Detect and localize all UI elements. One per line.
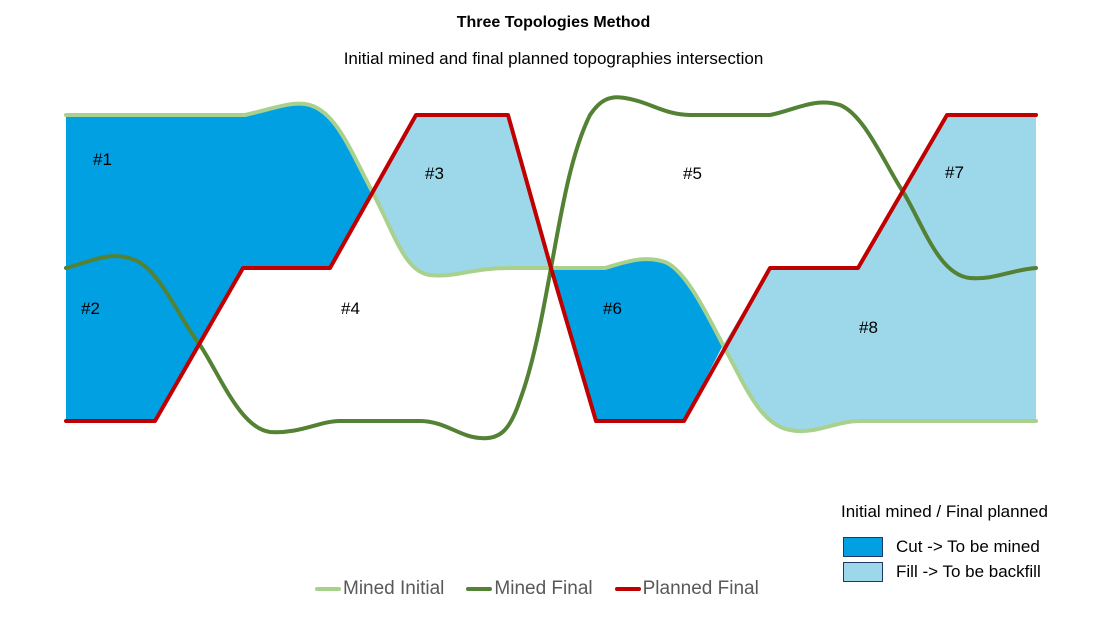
mined-initial-line — [64, 101, 1038, 434]
region-label-5: #5 — [683, 164, 702, 183]
legend-item-mined-final: Mined Final — [466, 578, 593, 600]
legend-item-planned-final: Planned Final — [614, 578, 759, 600]
key-row-fill: Fill -> To be backfill — [843, 562, 1041, 582]
diagram-title: Three Topologies Method — [456, 14, 651, 31]
fill-area-7-8 — [723, 115, 1036, 432]
planned-final-swatch — [614, 587, 641, 591]
region-label-3: #3 — [425, 164, 444, 183]
mined-initial-swatch — [315, 587, 341, 591]
legend-label-mined-initial: Mined Initial — [343, 578, 445, 599]
cut-area-middle — [551, 259, 723, 421]
legend-label-planned-final: Planned Final — [642, 578, 759, 599]
cut-swatch — [843, 537, 883, 557]
planned-final-line — [64, 113, 1038, 423]
cut-area-left — [66, 103, 373, 422]
fill-area-3 — [373, 115, 551, 276]
diagram-subtitle: Initial mined and final planned topograp… — [343, 49, 764, 68]
key-label-fill: Fill -> To be backfill — [896, 562, 1041, 581]
line-legend: Mined Initial Mined Final Planned Final — [315, 578, 781, 600]
key-title: Initial mined / Final planned — [841, 502, 1048, 521]
legend-item-mined-initial: Mined Initial — [315, 578, 444, 600]
fill-swatch — [843, 562, 883, 582]
region-label-6: #6 — [603, 299, 622, 318]
mined-final-swatch — [466, 587, 493, 591]
region-label-7: #7 — [945, 163, 964, 182]
legend-label-mined-final: Mined Final — [494, 578, 593, 599]
region-label-2: #2 — [81, 299, 100, 318]
key-label-cut: Cut -> To be mined — [896, 537, 1040, 556]
region-label-4: #4 — [341, 299, 360, 318]
key-row-cut: Cut -> To be mined — [843, 537, 1040, 557]
region-label-8: #8 — [859, 318, 878, 337]
region-label-1: #1 — [93, 150, 112, 169]
